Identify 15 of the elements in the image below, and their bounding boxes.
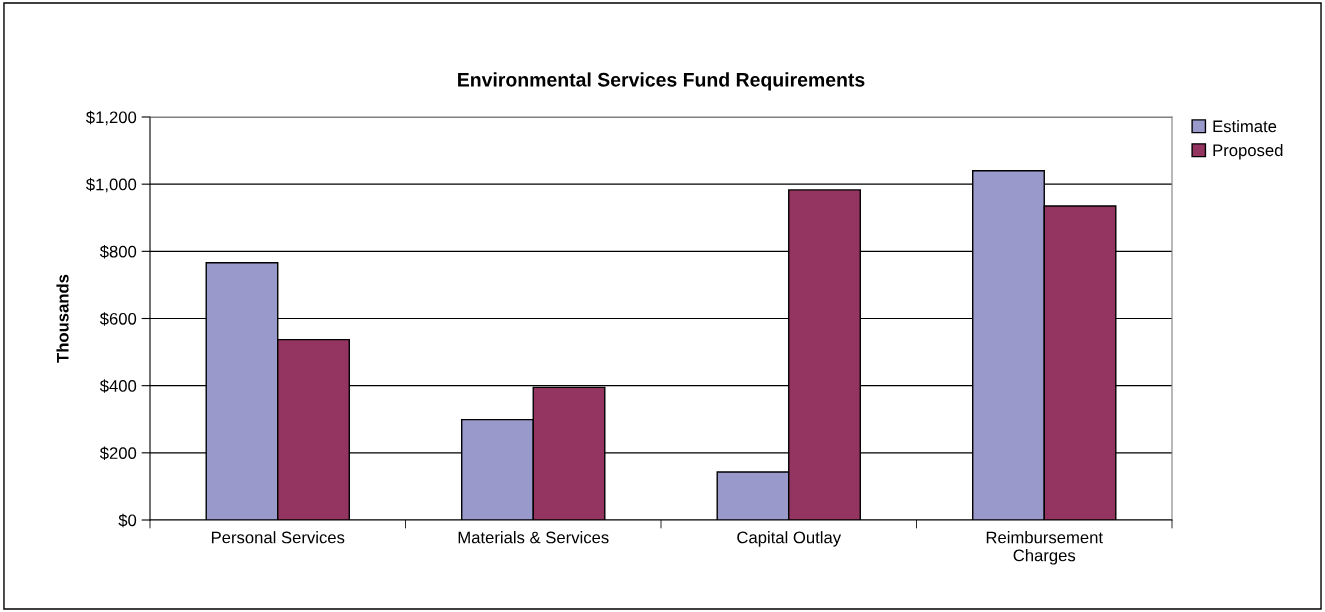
- chart-title: Environmental Services Fund Requirements: [458, 72, 865, 91]
- x-tick-label: Materials & Services: [458, 531, 609, 544]
- x-tick-label: Personal Services: [211, 531, 345, 544]
- y-tick-label: $400: [99, 379, 137, 393]
- y-tick-label: $200: [99, 446, 137, 461]
- y-tick-label: $800: [99, 245, 137, 259]
- y-axis-title: Thousands: [56, 274, 69, 363]
- x-tick-label: Capital Outlay: [737, 531, 842, 547]
- legend-label: Proposed: [1213, 143, 1283, 160]
- y-tick-label: $1,000: [86, 177, 137, 193]
- y-tick-label: $0: [118, 513, 137, 528]
- y-tick-label: $1,200: [86, 110, 137, 126]
- x-tick-label: Reimbursement Charges: [986, 531, 1103, 565]
- y-tick-label: $600: [99, 312, 137, 326]
- legend-label: Estimate: [1213, 120, 1277, 133]
